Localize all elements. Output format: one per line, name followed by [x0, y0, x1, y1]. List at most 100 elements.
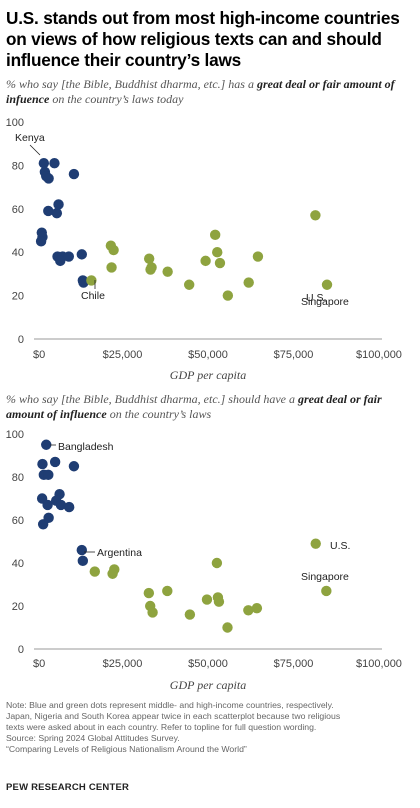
y-tick-label: 20 [12, 601, 24, 613]
annotation-label: Bangladesh [58, 441, 114, 453]
chart-1-subtitle-post: on the country’s laws today [49, 92, 184, 106]
x-tick-label: $50,000 [188, 349, 228, 361]
high-income-point [106, 262, 117, 273]
middle-income-point [55, 499, 67, 511]
y-tick-label: 60 [12, 515, 24, 527]
high-income-point [222, 290, 234, 301]
high-income-point [321, 585, 332, 597]
middle-income-point [49, 456, 61, 468]
high-income-point [251, 602, 263, 614]
y-tick-label: 20 [12, 291, 24, 303]
middle-income-point [43, 469, 54, 481]
middle-income-point [76, 249, 88, 260]
high-income-point [147, 607, 158, 618]
middle-income-point [76, 544, 88, 556]
scatter-chart-1-svg: 0 20 40 60 80 100 $0 $25,000 $50,000 $75,000 $100,… [6, 117, 402, 382]
middle-income-point [43, 173, 54, 184]
annotation-label: Kenya [15, 132, 45, 144]
chart-2-subtitle-pre: % who say [the Bible, Buddhist dharma, e… [6, 392, 298, 406]
x-axis-label: GDP per capita [170, 368, 246, 382]
y-tick-label: 40 [12, 558, 24, 570]
high-income-point [243, 605, 254, 616]
high-income-point [184, 609, 196, 620]
y-tick-label: 80 [12, 472, 24, 484]
y-tick-label: 80 [12, 160, 24, 172]
high-income-point [107, 568, 118, 579]
middle-income-point [43, 205, 54, 217]
middle-income-point [38, 158, 50, 169]
middle-income-point [37, 458, 48, 470]
middle-income-point [51, 207, 63, 219]
high-income-point [214, 257, 226, 269]
y-tick-label: 60 [12, 204, 24, 216]
annotation-label: U.S. [330, 540, 350, 552]
annotation-label: U.S. [306, 292, 326, 304]
x-tick-label: $100,000 [356, 349, 402, 361]
high-income-point [310, 538, 321, 549]
x-tick-label: $0 [33, 349, 45, 361]
middle-income-point [35, 236, 47, 247]
high-income-point [310, 210, 321, 221]
y-tick-label: 0 [18, 644, 24, 656]
note-line: Japan, Nigeria and South Korea appear tw… [6, 711, 341, 721]
high-income-point [252, 251, 264, 262]
high-income-point [201, 594, 213, 605]
chart-2-subtitle-emph: great deal or fair amount of influence [6, 392, 382, 421]
page-title: U.S. stands out from most high-income co… [6, 8, 400, 70]
y-tick-label: 100 [6, 117, 24, 129]
high-income-point [145, 264, 156, 275]
middle-income-point [63, 501, 75, 513]
high-income-point [86, 275, 97, 286]
high-income-point [212, 247, 223, 258]
chart-2-subtitle: % who say [the Bible, Buddhist dharma, e… [6, 392, 411, 422]
annotation-label: Argentina [97, 547, 142, 559]
x-tick-label: $25,000 [103, 349, 143, 361]
high-income-point [162, 585, 173, 597]
high-income-point [108, 244, 119, 256]
x-tick-label: $50,000 [188, 658, 228, 670]
middle-income-point [55, 255, 66, 267]
high-income-point [321, 279, 333, 290]
note-line: texts were asked about in each country. … [6, 722, 317, 732]
high-income-point [183, 279, 195, 290]
chart-1-subtitle: % who say [the Bible, Buddhist dharma, e… [6, 77, 411, 107]
chart-1-subtitle-emph: great deal or fair amount of infuence [6, 77, 395, 106]
note-line: Note: Blue and green dots represent midd… [6, 700, 334, 710]
high-income-point [243, 277, 254, 288]
y-tick-label: 100 [6, 429, 24, 441]
high-income-point [143, 253, 155, 264]
high-income-point [209, 229, 221, 241]
middle-income-point [68, 168, 80, 180]
high-income-point [89, 566, 100, 577]
annotation-label: Singapore [301, 571, 349, 583]
x-tick-label: $75,000 [274, 349, 314, 361]
high-income-point [143, 587, 155, 599]
middle-income-point [41, 439, 52, 450]
chart-1-subtitle-pre: % who say [the Bible, Buddhist dharma, e… [6, 77, 257, 91]
high-income-point [162, 266, 173, 277]
scatter-chart-1: 0 20 40 60 80 100 $0 $25,000 $50,000 $75,000 $100,… [0, 100, 420, 390]
middle-income-point [53, 199, 64, 210]
middle-income-point [63, 251, 75, 262]
middle-income-point [49, 158, 60, 169]
report-title: “Comparing Levels of Religious Nationali… [6, 744, 247, 754]
high-income-point [213, 596, 225, 607]
middle-income-point [78, 277, 89, 288]
scatter-chart-2: 0 20 40 60 80 100 $0 $25,000 $50,000 $75,000 $100,… [0, 415, 420, 700]
annotation-label: Singapore [301, 296, 349, 308]
x-tick-label: $0 [33, 658, 45, 670]
scatter-chart-2-svg: 0 20 40 60 80 100 $0 $25,000 $50,000 $75,000 $100,… [6, 429, 402, 692]
annotation-leader-line [29, 144, 41, 156]
middle-income-point [43, 512, 54, 524]
y-tick-label: 0 [18, 334, 24, 346]
x-tick-label: $25,000 [103, 658, 143, 670]
source-line: Source: Spring 2024 Global Attitudes Sur… [6, 733, 180, 743]
middle-income-point [77, 555, 89, 567]
annotation-label: Chile [81, 290, 105, 302]
middle-income-point [42, 499, 53, 511]
x-tick-label: $75,000 [274, 658, 314, 670]
x-axis-label: GDP per capita [170, 678, 246, 692]
footnote: Note: Blue and green dots represent midd… [6, 700, 416, 755]
x-tick-label: $100,000 [356, 658, 402, 670]
org-name: PEW RESEARCH CENTER [6, 782, 130, 793]
